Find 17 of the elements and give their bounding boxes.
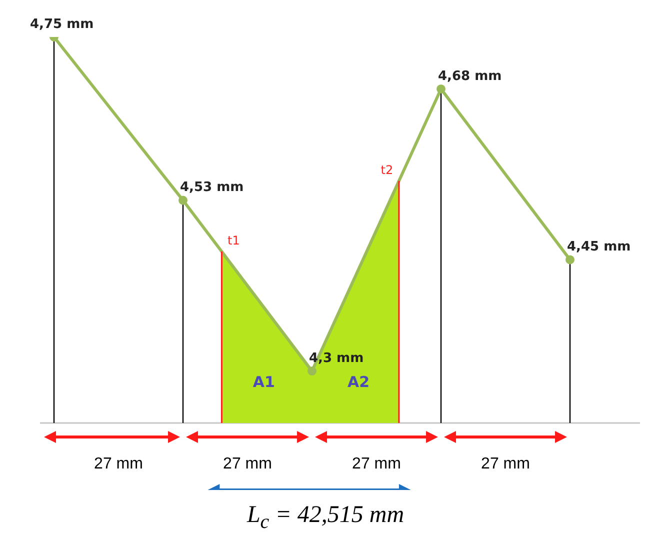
text: 27 mm <box>223 455 272 472</box>
data-label: 4,75 mm <box>30 16 94 32</box>
point <box>308 366 316 376</box>
data-label: 4,45 mm <box>567 240 631 255</box>
data-label: 4,53 mm <box>180 180 244 196</box>
text: 27 mm <box>352 455 401 472</box>
point <box>178 196 188 205</box>
data-label: 4,68 mm <box>438 68 502 84</box>
point <box>566 255 574 264</box>
annotation: A2 <box>347 372 370 391</box>
point <box>436 84 446 94</box>
text: L$_{c}$ = 42,515 mm <box>246 502 406 534</box>
annotation: t2 <box>380 163 394 178</box>
annotation: t1 <box>228 234 240 248</box>
text: 27 mm <box>481 455 530 472</box>
text: 27 mm <box>94 455 143 472</box>
annotation: A1 <box>252 372 275 391</box>
